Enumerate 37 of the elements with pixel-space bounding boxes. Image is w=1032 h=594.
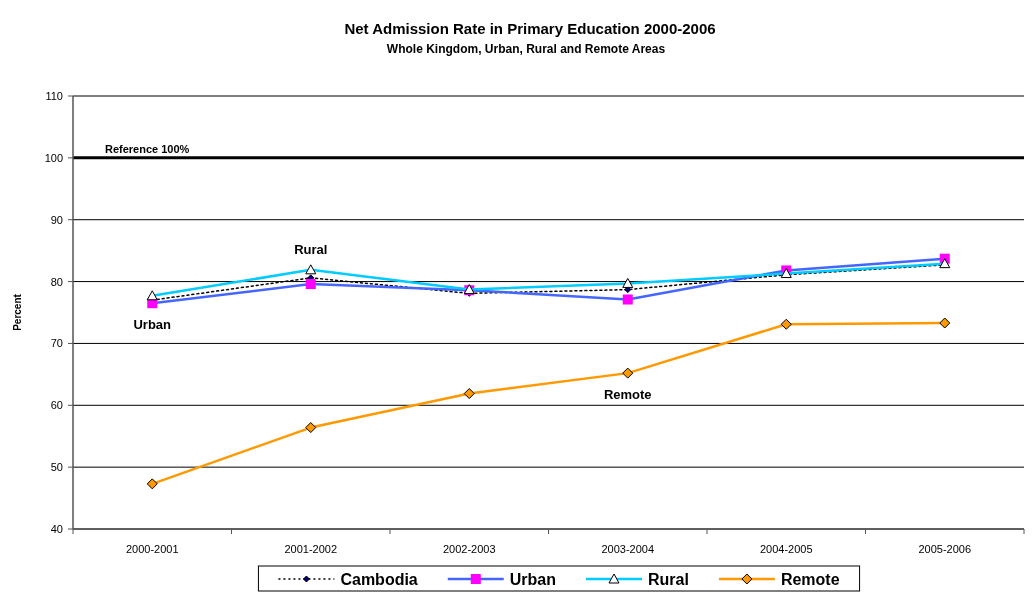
point — [622, 294, 633, 305]
legend-label: Rural — [648, 571, 689, 588]
point — [624, 286, 632, 294]
point — [939, 317, 951, 329]
point — [622, 367, 634, 379]
y-tick-label: 80 — [50, 275, 63, 288]
y-tick-label: 40 — [50, 523, 63, 535]
point — [305, 422, 317, 434]
point — [780, 318, 792, 330]
legend-label: Remote — [780, 571, 840, 588]
annotation: Urban — [133, 317, 172, 333]
point — [622, 277, 634, 288]
x-tick-label: 2003-2004 — [601, 543, 655, 555]
y-tick-label: 70 — [50, 337, 63, 350]
point — [146, 478, 158, 490]
ref-line-label: Reference 100% — [105, 142, 190, 155]
y-tick-label: 50 — [50, 461, 63, 474]
x-tick-label: 2005-2006 — [918, 543, 972, 555]
y-tick-label: 60 — [50, 399, 63, 412]
y-axis-title: Percent — [12, 293, 23, 331]
y-tick-label: 90 — [50, 213, 63, 226]
x-tick-label: 2002-2003 — [442, 543, 496, 555]
annotation: Rural — [294, 241, 328, 257]
y-tick-label: 110 — [45, 90, 63, 102]
x-tick-label: 2004-2005 — [759, 543, 813, 555]
x-tick-label: 2000-2001 — [125, 543, 179, 555]
point — [146, 290, 158, 301]
legend-label: Cambodia — [340, 571, 418, 588]
annotation: Remote — [603, 387, 652, 403]
chart-subtitle: Whole Kingdom, Urban, Rural and Remote Areas — [386, 42, 666, 56]
legend-label: Urban — [509, 571, 556, 588]
point — [305, 279, 316, 290]
point — [305, 264, 317, 275]
chart-title: Net Admission Rate in Primary Education 2000-2006 — [344, 20, 716, 37]
x-tick-label: 2001-2002 — [284, 543, 338, 555]
y-tick-label: 100 — [44, 151, 63, 164]
point — [463, 388, 475, 400]
